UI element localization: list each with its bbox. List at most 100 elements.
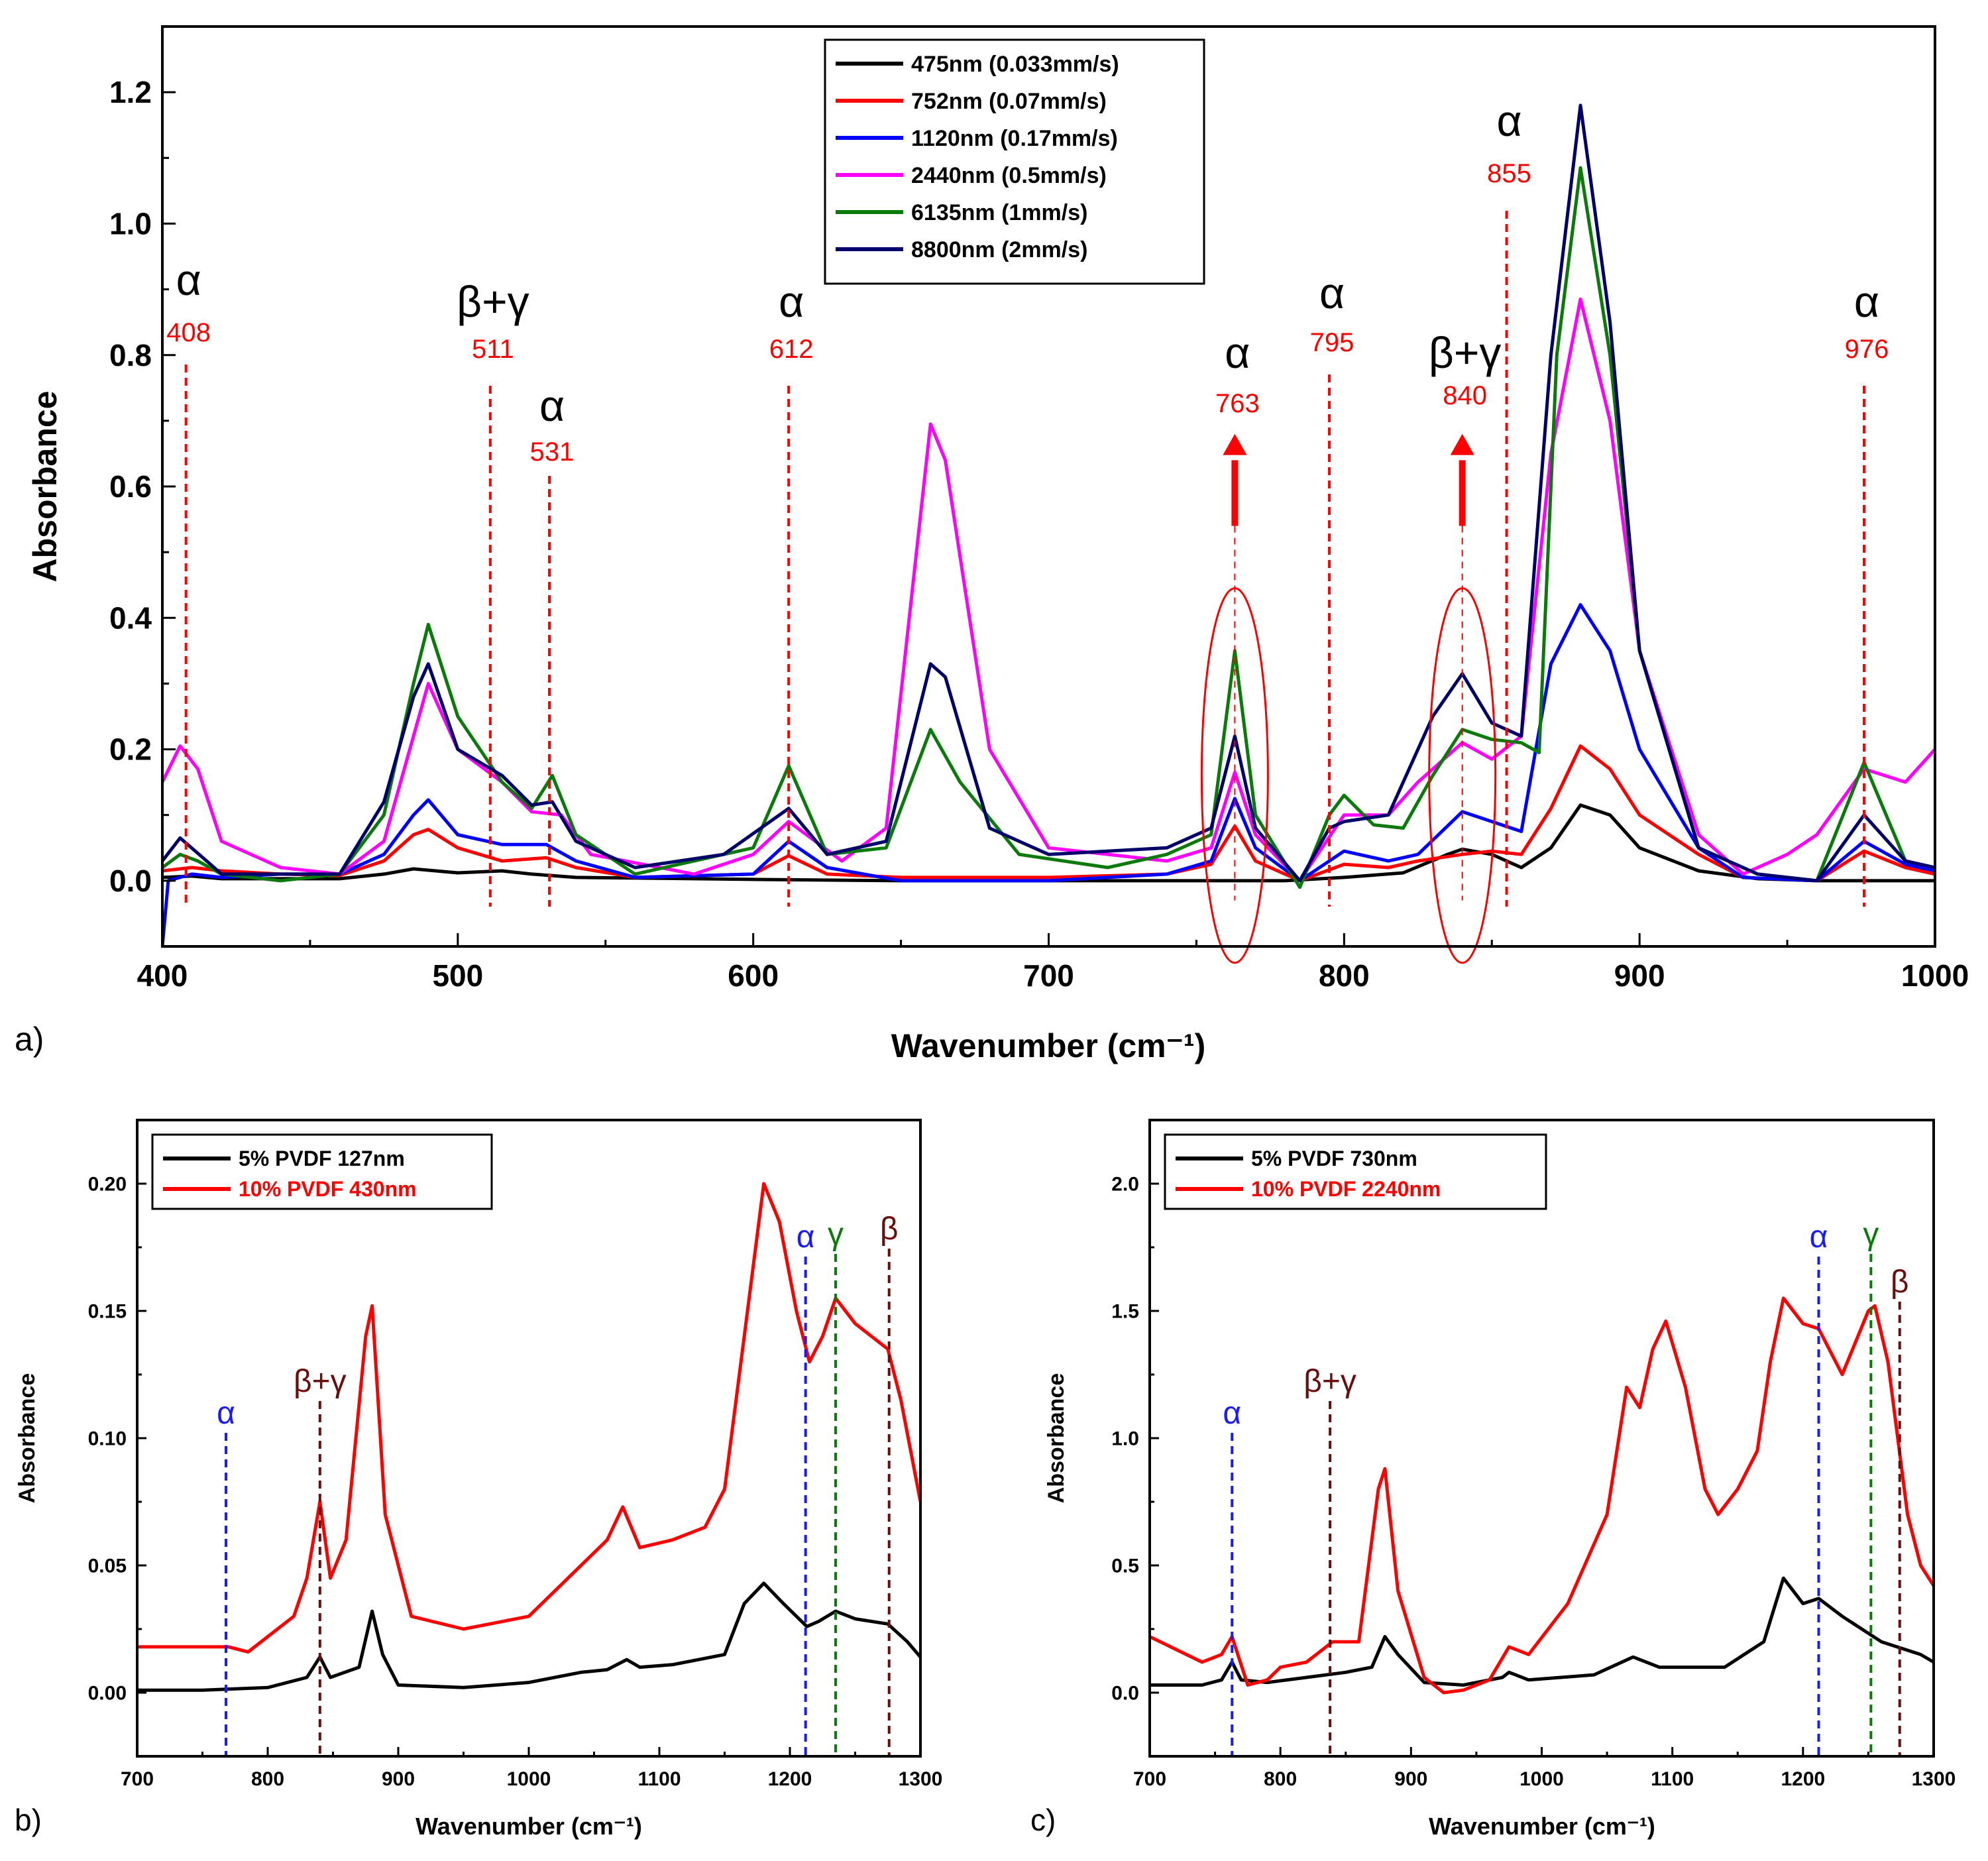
panel-c-legend-label: 5% PVDF 730nm	[1251, 1147, 1417, 1170]
panel-b-ylabel: Absorbance	[15, 1373, 40, 1504]
panel-a-legend-label: 6135nm (1mm/s)	[911, 200, 1087, 225]
panel-a-peak-arrow-head	[1223, 433, 1247, 455]
panel-b-xlabel: Wavenumber (cm⁻¹)	[415, 1813, 642, 1840]
panel-c-ylabel: Absorbance	[1044, 1373, 1069, 1504]
panel-a-annotation-symbol: β+γ	[457, 277, 529, 326]
panel-b-series-line-1	[137, 1182, 920, 1654]
panel-a-xtick-label: 400	[137, 958, 188, 993]
panel-c-xlabel: Wavenumber (cm⁻¹)	[1429, 1813, 1655, 1840]
panel-a-legend-label: 475nm (0.033mm/s)	[911, 52, 1119, 77]
panel-a-xlabel: Wavenumber (cm⁻¹)	[891, 1027, 1206, 1064]
panel-b-xtick-label: 1200	[768, 1768, 812, 1790]
panel-b-annotation-label: β+γ	[294, 1364, 347, 1399]
panel-a-legend-label: 1120nm (0.17mm/s)	[911, 126, 1118, 151]
panel-a-annotation-symbol: α	[1496, 96, 1521, 145]
panel-c-legend-items: 5% PVDF 730nm 10% PVDF 2240nm	[1176, 1147, 1441, 1201]
panel-c-legend-box	[1164, 1133, 1547, 1210]
panel-a-xtick-label: 800	[1319, 958, 1370, 993]
panel-c-annotation-label: β	[1891, 1265, 1909, 1300]
panel-a-xtick-label: 700	[1023, 958, 1074, 993]
panel-b-ytick-label: 0.10	[88, 1428, 127, 1450]
panel-b: αβ+γα γ β 700 800 900 1000 1100 1200 13000.000.0…	[15, 1119, 943, 1840]
panel-a-series-line-1	[162, 744, 1935, 883]
panel-a-xtick-label: 500	[432, 958, 483, 993]
panel-a-annotations: α 408 β+γ 511 α 531 α 612 α 763 α 795 β+γ 840 α 855 α 976	[166, 96, 1889, 964]
panel-b-xtick-label: 800	[251, 1768, 284, 1790]
panel-a-legend-label: 752nm (0.07mm/s)	[911, 89, 1107, 114]
panel-a-ytick-label: 0.4	[109, 600, 152, 635]
panel-a-annotation-wavenumber: 612	[769, 335, 814, 364]
panel-a-annotation-symbol: α	[1319, 268, 1345, 317]
panel-c-series-line-0	[1150, 1576, 1934, 1687]
panel-c-ticks: 700 800 900 1000 1100 1200 1300 0.0 0.5 1.0 1.5 2.0	[1111, 1174, 1956, 1791]
panel-b-annotation-label: α	[217, 1396, 235, 1431]
panel-c-annotation-label: β+γ	[1303, 1364, 1356, 1399]
panel-b-xtick-label: 700	[121, 1768, 154, 1790]
panel-a-legend-label: 2440nm (0.5mm/s)	[911, 163, 1107, 188]
panel-a-annotation-wavenumber: 840	[1443, 381, 1487, 410]
panel-a-legend-box	[824, 38, 1205, 285]
panel-a-peak-highlight	[1428, 587, 1497, 964]
panel-b-ytick-label: 0.05	[88, 1555, 127, 1577]
panel-a-annotation-wavenumber: 976	[1845, 335, 1889, 364]
panel-a-ytick-label: 1.2	[109, 75, 152, 109]
panel-b-ytick-label: 0.20	[88, 1174, 127, 1196]
panel-a-ticks: 400 500 600 700 800 900 1000 0.0 0.2 0.4 0.6 0.8 1.0…	[109, 75, 1969, 993]
panel-b-annotation-label: β	[880, 1212, 899, 1247]
panel-c-ytick-label: 0.0	[1111, 1683, 1139, 1705]
panel-b-annotations: αβ+γα γ β	[217, 1212, 899, 1756]
panel-b-series-line-0	[137, 1581, 920, 1692]
panel-b-ticks: 700 800 900 1000 1100 1200 1300 0.00 0.05 0.10 0.1…	[88, 1174, 943, 1791]
panel-a-series-line-0	[162, 803, 1935, 883]
panel-a-ytick-label: 0.0	[109, 864, 152, 898]
panel-a-ytick-label: 0.8	[109, 338, 152, 372]
panel-c-legend: 5% PVDF 730nm 10% PVDF 2240nm	[1164, 1133, 1547, 1210]
panel-a-series-line-2	[162, 603, 1935, 946]
panel-c-xtick-label: 1000	[1519, 1768, 1564, 1790]
panel-a-ytick-label: 1.0	[109, 207, 152, 241]
panel-a-legend-label: 8800nm (2mm/s)	[911, 237, 1087, 262]
panel-b-legend-box	[151, 1133, 493, 1210]
panel-b-xtick-label: 1000	[507, 1768, 551, 1790]
panel-b-label: b)	[15, 1803, 42, 1837]
panel-a-legend-items: 475nm (0.033mm/s) 752nm (0.07mm/s) 1120nm …	[836, 52, 1119, 262]
panel-a-xtick-label: 1000	[1901, 958, 1969, 993]
panel-a-annotation-wavenumber: 795	[1310, 328, 1354, 357]
panel-c-series-line-1	[1150, 1296, 1934, 1695]
panel-b-legend: 5% PVDF 127nm 10% PVDF 430nm	[151, 1133, 493, 1210]
panel-a-annotation-symbol: α	[539, 381, 565, 430]
panel-c-ytick-label: 1.0	[1111, 1428, 1139, 1450]
panel-a: α 408 β+γ 511 α 531 α 612 α 763 α 795 β+γ 840 α 855 α 976…	[15, 25, 1969, 1064]
panel-c-ytick-label: 2.0	[1111, 1174, 1139, 1196]
panel-b-annotation-label: γ	[828, 1217, 844, 1252]
panel-a-annotation-symbol: α	[1854, 277, 1879, 326]
panel-b-ytick-label: 0.00	[88, 1683, 127, 1705]
panel-c-xtick-label: 1200	[1781, 1768, 1825, 1790]
panel-a-ytick-label: 0.2	[109, 732, 152, 767]
panel-c-ytick-label: 1.5	[1111, 1301, 1139, 1323]
panel-c-annotation-label: γ	[1863, 1217, 1879, 1252]
panel-a-series-line-5	[162, 103, 1935, 883]
panel-a-annotation-wavenumber: 763	[1215, 389, 1260, 418]
panel-a-series	[162, 103, 1935, 946]
panel-a-annotation-wavenumber: 531	[530, 437, 575, 467]
panel-b-legend-items: 5% PVDF 127nm 10% PVDF 430nm	[163, 1147, 417, 1201]
panel-a-annotation-wavenumber: 511	[472, 335, 514, 364]
panel-b-xtick-label: 1300	[899, 1768, 943, 1790]
panel-a-annotation-wavenumber: 855	[1487, 159, 1531, 188]
panel-a-legend: 475nm (0.033mm/s) 752nm (0.07mm/s) 1120nm …	[824, 38, 1205, 285]
panel-c-annotation-label: α	[1810, 1219, 1828, 1255]
panel-b-frame	[136, 1119, 922, 1758]
panel-c-xtick-label: 1300	[1912, 1768, 1956, 1790]
panel-c-xtick-label: 800	[1264, 1768, 1297, 1790]
panel-c-xtick-label: 900	[1394, 1768, 1427, 1790]
panel-a-label: a)	[15, 1021, 44, 1058]
panel-b-xtick-label: 1100	[637, 1768, 681, 1790]
panel-a-annotation-symbol: α	[779, 277, 804, 326]
panel-a-annotation-symbol: α	[1225, 328, 1250, 377]
panel-c-xtick-label: 1100	[1651, 1768, 1694, 1790]
panel-a-annotation-symbol: α	[176, 255, 201, 304]
panel-b-legend-label: 10% PVDF 430nm	[239, 1177, 417, 1201]
panel-b-ytick-label: 0.15	[88, 1301, 127, 1323]
panel-a-xtick-label: 600	[728, 958, 779, 993]
